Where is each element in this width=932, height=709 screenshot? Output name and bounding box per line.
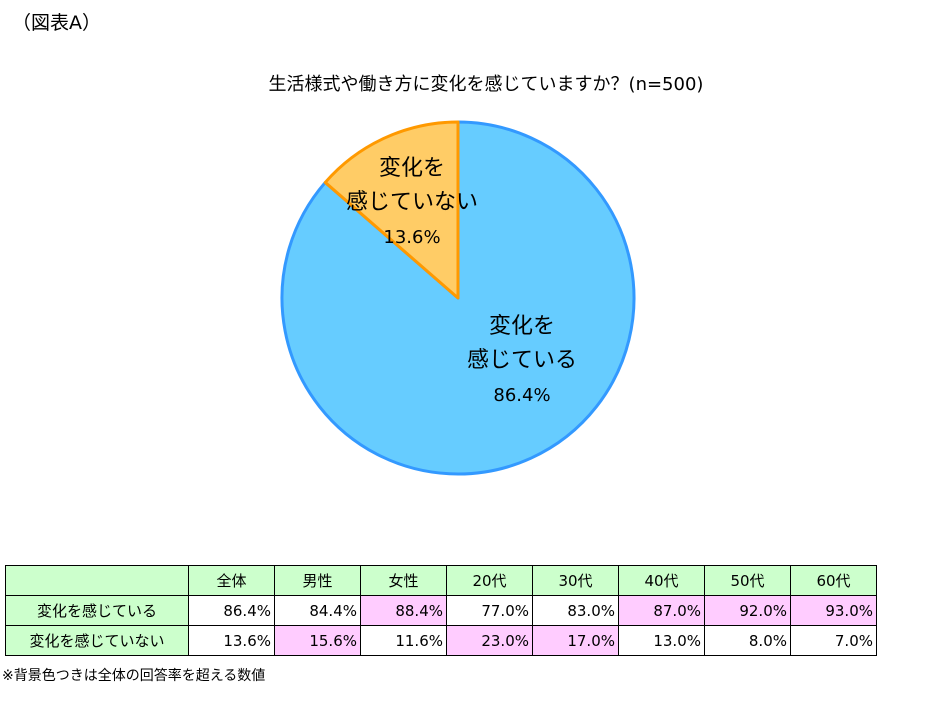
table-header-cell: 40代 [618,565,705,596]
slice-value-label-changed: 86.4% [493,385,550,406]
slice-value-label-not-changed: 13.6% [383,227,440,248]
table-cell: 11.6% [360,625,447,656]
table-header-row: 全体 男性 女性 20代 30代 40代 50代 60代 [5,565,877,596]
table-cell: 86.4% [188,595,275,626]
chart-title: 生活様式や働き方に変化を感じていますか？(n=500) [268,74,704,95]
table-header-cell: 全体 [188,565,275,596]
table-cell: 13.0% [618,625,705,656]
table-header-cell: 男性 [274,565,361,596]
slice-category-label-changed: 変化を [489,314,555,339]
table-cell: 8.0% [704,625,791,656]
table-header-cell: 30代 [532,565,619,596]
figure-label: （図表A） [12,12,101,34]
table-row-label: 変化を感じていない [5,625,189,656]
table-cell: 83.0% [532,595,619,626]
table-cell: 7.0% [790,625,877,656]
table-cell: 15.6% [274,625,361,656]
slice-category-label-not-changed: 感じていない [346,190,478,215]
table-row-label: 変化を感じている [5,595,189,626]
table-header-cell: 50代 [704,565,791,596]
table-header-cell: 60代 [790,565,877,596]
table-row: 変化を感じている 86.4% 84.4% 88.4% 77.0% 83.0% 8… [5,595,877,626]
table-row: 変化を感じていない 13.6% 15.6% 11.6% 23.0% 17.0% … [5,625,877,656]
slice-category-label-not-changed: 変化を [379,156,445,181]
table-corner-cell [5,565,189,596]
table-cell: 88.4% [360,595,447,626]
table-cell: 84.4% [274,595,361,626]
table-cell: 77.0% [446,595,533,626]
table-cell: 17.0% [532,625,619,656]
table-cell: 13.6% [188,625,275,656]
table-cell: 93.0% [790,595,877,626]
footnote: ※背景色つきは全体の回答率を超える数値 [2,668,266,684]
table-header-cell: 20代 [446,565,533,596]
table-header-cell: 女性 [360,565,447,596]
table-cell: 87.0% [618,595,705,626]
table-cell: 23.0% [446,625,533,656]
slice-category-label-changed: 感じている [467,348,577,373]
pie-slice-not-changed [323,120,460,300]
breakdown-table: 全体 男性 女性 20代 30代 40代 50代 60代 変化を感じている 86… [5,565,877,656]
table-cell: 92.0% [704,595,791,626]
